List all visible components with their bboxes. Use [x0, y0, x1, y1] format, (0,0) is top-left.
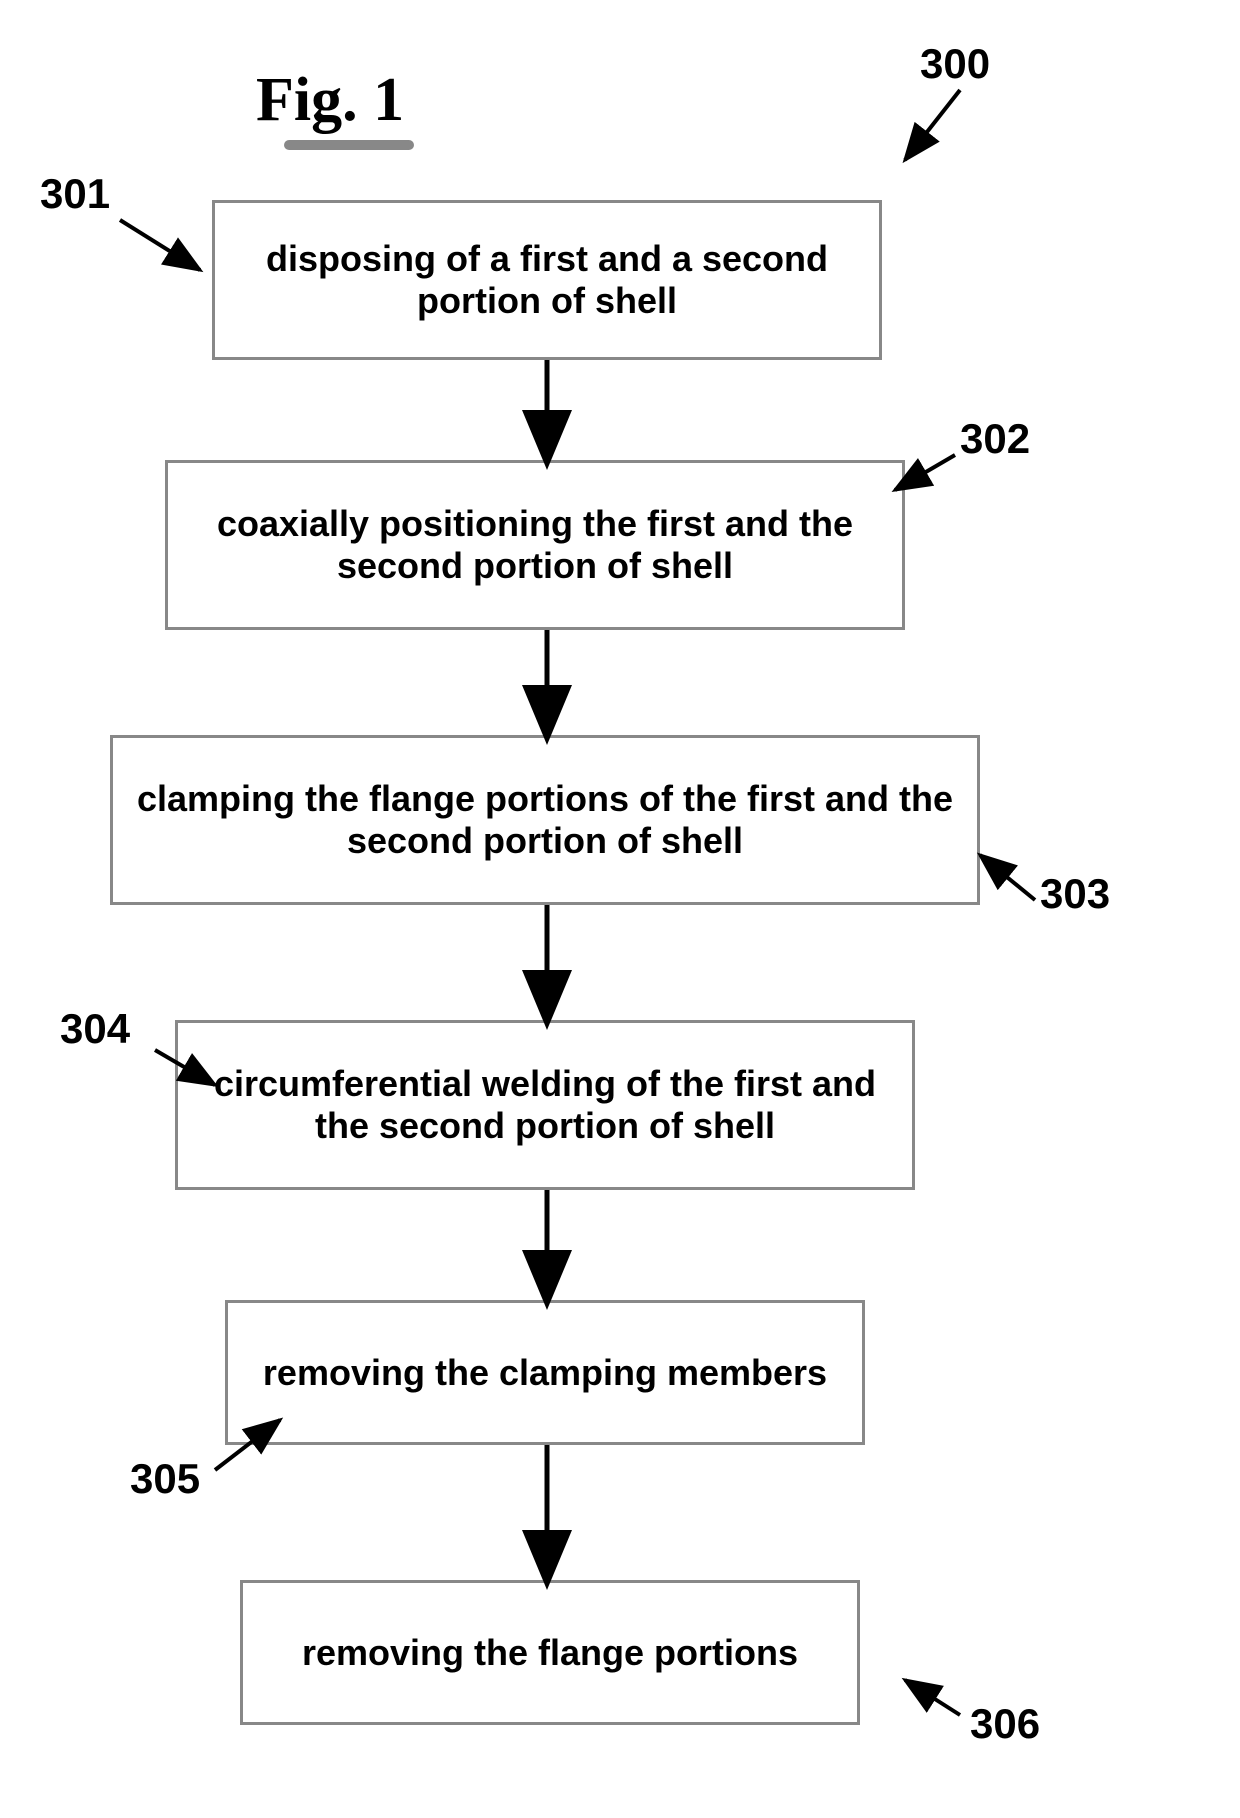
- label-arrow-303: [980, 855, 1035, 900]
- flowchart-step-5: removing the clamping members: [225, 1300, 865, 1445]
- reference-label-302: 302: [960, 415, 1030, 463]
- flowchart-step-2: coaxially positioning the first and the …: [165, 460, 905, 630]
- label-arrow-300: [905, 90, 960, 160]
- reference-label-303: 303: [1040, 870, 1110, 918]
- reference-label-306: 306: [970, 1700, 1040, 1748]
- flowchart-step-3: clamping the flange portions of the firs…: [110, 735, 980, 905]
- label-arrow-301: [120, 220, 200, 270]
- title-underline: [284, 140, 414, 150]
- figure-title: Fig. 1: [256, 65, 404, 136]
- flowchart-step-6: removing the flange portions: [240, 1580, 860, 1725]
- reference-label-300: 300: [920, 40, 990, 88]
- flowchart-step-1: disposing of a first and a second portio…: [212, 200, 882, 360]
- label-arrow-306: [905, 1680, 960, 1715]
- reference-label-305: 305: [130, 1455, 200, 1503]
- reference-label-301: 301: [40, 170, 110, 218]
- reference-label-304: 304: [60, 1005, 130, 1053]
- flowchart-step-4: circumferential welding of the first and…: [175, 1020, 915, 1190]
